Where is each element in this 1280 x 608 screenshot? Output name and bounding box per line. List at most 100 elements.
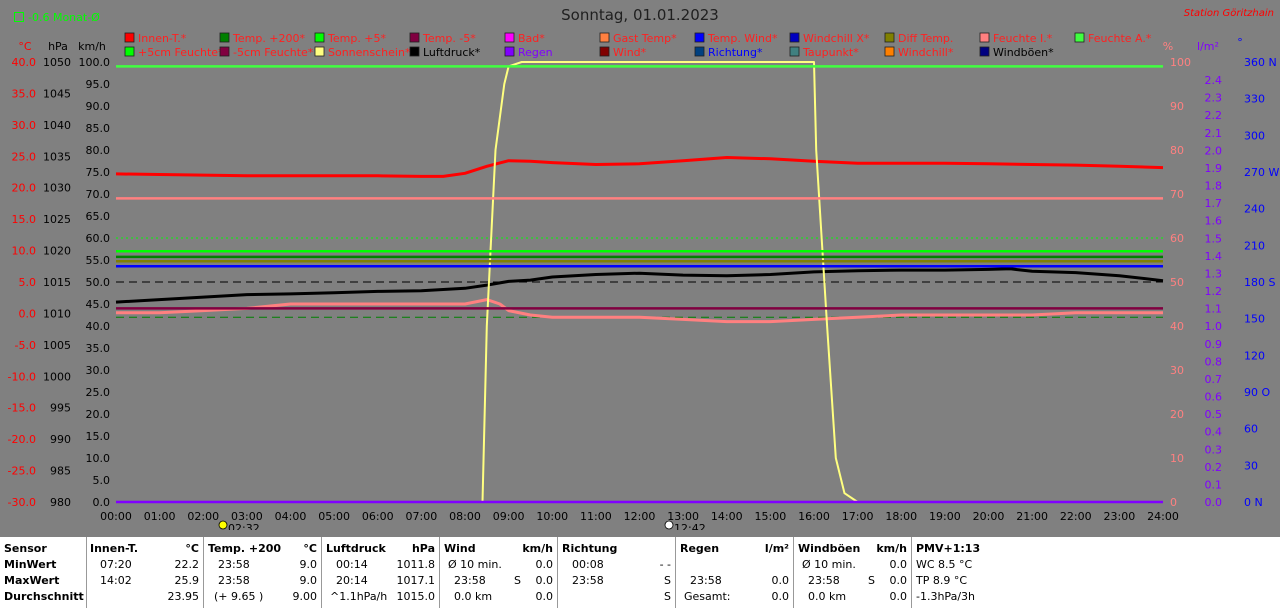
time-tick: 22:00	[1060, 510, 1092, 523]
stats-innen-unit: °C	[185, 542, 199, 555]
legend-row2-swatch-icon	[504, 46, 515, 57]
stats-wind-avg-note: 0.0 km	[454, 590, 493, 603]
time-tick: 01:00	[144, 510, 176, 523]
wind-tick: 15.0	[86, 430, 111, 443]
direction-tick: 270 W	[1244, 166, 1279, 179]
rain-tick: 0.2	[1205, 461, 1223, 474]
stats-windboeen-min-note: Ø 10 min.	[802, 558, 856, 571]
stats-windboeen-title: Windböen	[798, 542, 861, 555]
stats-col-windboeen: Windböen km/h Ø 10 min. 0.0 23:58 S 0.0 0.0 …	[794, 537, 912, 608]
legend-row2-swatch-icon	[409, 46, 420, 57]
stats-wind-max-val: 0.0	[535, 574, 554, 587]
stats-wind-min-note: Ø 10 min.	[448, 558, 502, 571]
stats-richtung-title: Richtung	[562, 542, 618, 555]
legend-row1-label: Temp. +5*	[327, 32, 387, 45]
rain-tick: 0.3	[1205, 443, 1223, 456]
month-avg-label: -0.6 Monat-Ø	[28, 11, 100, 24]
stats-innen-max-val: 25.9	[174, 574, 200, 587]
time-tick: 04:00	[275, 510, 307, 523]
stats-wind-max-dir: S	[514, 574, 521, 587]
stats-temp200-min-val: 9.0	[299, 558, 318, 571]
stats-col-luftdruck: Luftdruck hPa 00:14 1011.8 20:14 1017.1 ^1.…	[322, 537, 440, 608]
time-tick: 10:00	[536, 510, 568, 523]
series-line	[116, 61, 1163, 503]
time-tick: 18:00	[885, 510, 917, 523]
direction-tick: 90 O	[1244, 386, 1270, 399]
pressure-tick: 1000	[43, 370, 71, 383]
wind-tick: 40.0	[86, 320, 111, 333]
stats-luftdruck-max-val: 1017.1	[396, 574, 436, 587]
pressure-tick: 1005	[43, 339, 71, 352]
stats-luftdruck-max-time: 20:14	[336, 574, 368, 587]
stats-temp200-min-time: 23:58	[218, 558, 250, 571]
rain-tick: 1.1	[1205, 303, 1223, 316]
wind-tick: 85.0	[86, 122, 111, 135]
stats-regen-avg-note: Gesamt:	[684, 590, 731, 603]
rain-tick: 0.7	[1205, 373, 1223, 386]
legend-row1-swatch-icon	[219, 32, 230, 43]
stats-luftdruck-unit: hPa	[411, 542, 435, 555]
time-tick: 14:00	[711, 510, 743, 523]
stats-innen-max-time: 14:02	[100, 574, 132, 587]
stats-luftdruck-title: Luftdruck	[326, 542, 386, 555]
rain-tick: 0.6	[1205, 391, 1223, 404]
axis-unit-humidity: %	[1163, 40, 1173, 53]
rain-tick: 1.9	[1205, 162, 1223, 175]
time-tick: 06:00	[362, 510, 394, 523]
stats-pmv-avg: -1.3hPa/3h	[916, 590, 975, 603]
legend-row1-swatch-icon	[694, 32, 705, 43]
stats-wind-title: Wind	[444, 542, 476, 555]
weather-chart: °C hPa km/h% l/m² ° 40.0 35.0 30.0 25.0 20.0 15.0 1…	[8, 32, 1280, 530]
stats-pmv-max: TP 8.9 °C	[916, 574, 968, 587]
humidity-tick: 0	[1170, 496, 1177, 509]
pressure-tick: 1015	[43, 276, 71, 289]
stats-regen-avg: 0.0	[771, 590, 790, 603]
checkbox-icon[interactable]	[14, 12, 24, 22]
station-name: Station Göritzhain	[1183, 8, 1274, 19]
direction-tick: 300	[1244, 129, 1265, 142]
time-tick: 16:00	[798, 510, 830, 523]
legend-row1-swatch-icon	[789, 32, 800, 43]
time-tick: 05:00	[318, 510, 350, 523]
stats-luftdruck-min-val: 1011.8	[396, 558, 436, 571]
stats-temp200-avg-note: (+ 9.65 )	[214, 590, 264, 603]
time-tick: 23:00	[1104, 510, 1136, 523]
time-tick: 24:00	[1147, 510, 1179, 523]
legend-row2-label: Luftdruck*	[423, 46, 481, 59]
humidity-tick: 80	[1170, 144, 1184, 157]
stats-luftdruck-min-time: 00:14	[336, 558, 368, 571]
temp-tick: -25.0	[8, 465, 36, 478]
direction-tick: 60	[1244, 423, 1258, 436]
stats-col-temp200: Temp. +200 °C 23:58 9.0 23:58 9.0 (+ 9.65 )…	[204, 537, 322, 608]
pressure-tick: 1040	[43, 119, 71, 132]
legend-row1-label: Temp. -5*	[422, 32, 476, 45]
legend-row2-swatch-icon	[314, 46, 325, 57]
direction-tick: 330	[1244, 93, 1265, 106]
humidity-tick: 60	[1170, 232, 1184, 245]
wind-tick: 55.0	[86, 254, 111, 267]
wind-tick: 70.0	[86, 188, 111, 201]
axis-unit-direction: °	[1237, 36, 1243, 49]
legend-row2-label: Taupunkt*	[802, 46, 859, 59]
rain-tick: 1.4	[1205, 250, 1223, 263]
legend-row2-label: Richtung*	[708, 46, 763, 59]
stats-richtung-max-time: 23:58	[572, 574, 604, 587]
legend-row1-swatch-icon	[504, 32, 515, 43]
legend-row1-label: Temp. +200*	[232, 32, 306, 45]
legend-row2-swatch-icon	[979, 46, 990, 57]
legend-row1-label: Bad*	[518, 32, 545, 45]
humidity-tick: 30	[1170, 364, 1184, 377]
stats-wind-unit: km/h	[522, 542, 553, 555]
direction-tick: 150	[1244, 313, 1265, 326]
time-tick: 09:00	[493, 510, 525, 523]
temp-tick: 15.0	[12, 213, 37, 226]
pressure-tick: 995	[50, 402, 71, 415]
rain-tick: 1.6	[1205, 215, 1223, 228]
time-tick: 08:00	[449, 510, 481, 523]
temp-tick: -30.0	[8, 496, 36, 509]
temp-tick: 25.0	[12, 150, 37, 163]
wind-tick: 25.0	[86, 386, 111, 399]
time-tick: 11:00	[580, 510, 612, 523]
stats-windboeen-max-time: 23:58	[808, 574, 840, 587]
series-line	[115, 267, 1164, 304]
